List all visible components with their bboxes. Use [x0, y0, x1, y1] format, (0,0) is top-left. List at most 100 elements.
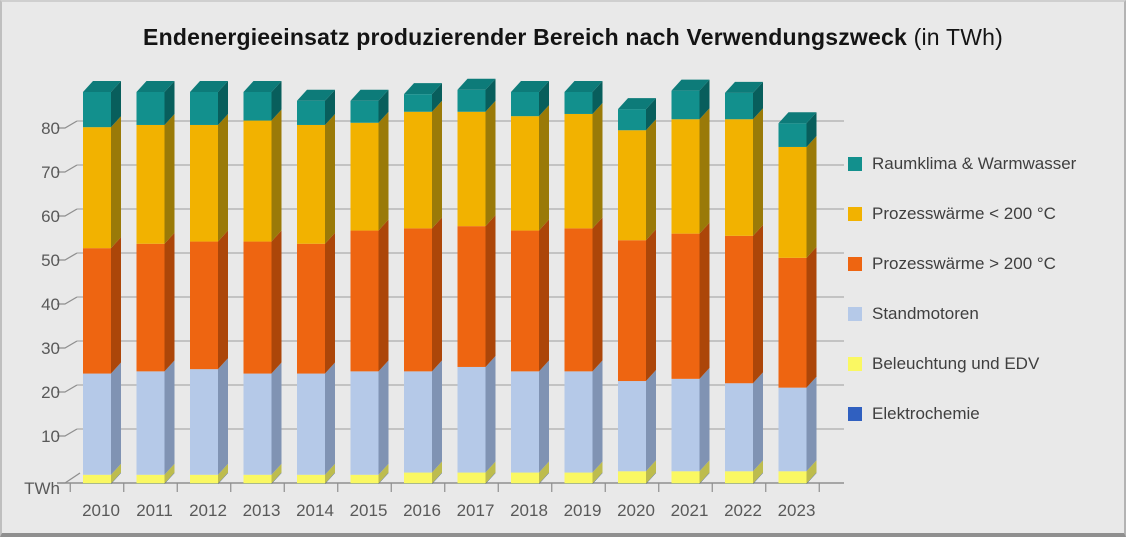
bar-segment-side — [378, 219, 389, 372]
bar-segment-side — [753, 372, 763, 472]
bar-segment-side — [539, 360, 549, 473]
bar-segment-front — [83, 373, 111, 475]
x-axis-tick-label: 2022 — [724, 501, 762, 520]
bar-segment-front — [404, 94, 432, 112]
bar-segment-side — [271, 230, 282, 374]
bar-segment-side — [111, 362, 121, 475]
bar-segment-side — [539, 105, 549, 231]
bar-segment-side — [271, 109, 282, 242]
bar-2010 — [83, 80, 121, 484]
bar-segment-front — [778, 471, 807, 484]
bar-2019 — [564, 80, 603, 484]
y-axis-tick — [57, 384, 78, 393]
legend-label: Beleuchtung und EDV — [872, 354, 1040, 373]
bar-segment-front — [136, 243, 165, 372]
chart-title-main: Endenergieeinsatz produzierender Bereich… — [143, 24, 908, 50]
bar-segment-front — [136, 91, 165, 125]
bar-segment-side — [378, 360, 389, 475]
bar-segment-side — [164, 472, 175, 484]
bar-segment-front — [83, 474, 111, 484]
legend-color-swatch — [848, 357, 862, 371]
bar-segment-side — [111, 472, 121, 484]
bar-segment-side — [325, 232, 335, 374]
bar-segment-side — [806, 460, 817, 484]
bar-segment-side — [111, 237, 121, 374]
bar-top-face — [297, 89, 335, 101]
bar-segment-side — [592, 472, 603, 484]
bar-segment-side — [539, 219, 549, 372]
legend-color-swatch — [848, 157, 862, 171]
bar-segment-side — [699, 79, 710, 120]
bar-2013 — [243, 80, 282, 484]
bar-segment-front — [404, 228, 432, 372]
legend-item: Standmotoren — [848, 289, 1076, 339]
y-axis-tick — [57, 428, 78, 437]
bar-segment-side — [111, 80, 121, 128]
y-axis-tick-label: 70 — [41, 163, 60, 182]
bar-segment-side — [432, 83, 442, 112]
bar-segment-side — [592, 360, 603, 473]
bar-segment-side — [592, 461, 603, 484]
legend-label: Standmotoren — [872, 304, 979, 323]
bar-segment-side — [111, 463, 121, 484]
bar-segment-side — [325, 113, 335, 244]
bar-segment-front — [778, 257, 807, 388]
bar-segment-front — [725, 235, 753, 384]
legend-item: Beleuchtung und EDV — [848, 339, 1076, 389]
y-axis-tick-label: 40 — [41, 295, 60, 314]
x-axis-tick-label: 2010 — [82, 501, 120, 520]
bar-segment-side — [432, 217, 442, 372]
bar-segment-side — [164, 232, 175, 372]
bar-segment-side — [699, 222, 710, 379]
bar-segment-side — [806, 376, 817, 472]
bar-segment-side — [432, 472, 442, 484]
bar-segment-side — [485, 100, 496, 227]
bar-segment-side — [753, 224, 763, 384]
bar-segment-side — [806, 472, 817, 484]
bar-segment-front — [243, 474, 272, 484]
bar-segment-front — [404, 111, 432, 229]
bar-segment-side — [218, 113, 228, 242]
bar-segment-side — [271, 463, 282, 484]
legend-color-swatch — [848, 407, 862, 421]
bar-segment-side — [378, 463, 389, 484]
bar-segment-front — [671, 119, 700, 234]
bar-segment-front — [190, 91, 218, 125]
bar-top-face — [83, 80, 121, 92]
bar-segment-front — [243, 373, 272, 475]
bar-top-face — [136, 80, 175, 92]
bar-2017 — [457, 78, 496, 484]
bar-segment-side — [539, 472, 549, 484]
bar-segment-front — [671, 378, 700, 472]
bar-2016 — [404, 83, 442, 484]
x-axis-tick-label: 2018 — [510, 501, 548, 520]
bar-segment-front — [190, 241, 218, 370]
bar-2014 — [297, 89, 335, 484]
bar-segment-front — [457, 366, 486, 473]
bar-2023 — [778, 112, 817, 484]
bar-segment-front — [778, 123, 807, 147]
bar-segment-front — [457, 472, 486, 484]
y-axis-tick-label: 10 — [41, 427, 60, 446]
bar-segment-front — [511, 116, 539, 231]
bar-segment-side — [325, 362, 335, 475]
x-axis-tick-label: 2015 — [350, 501, 388, 520]
chart-legend: Raumklima & Warmwasser Prozesswärme < 200… — [848, 139, 1076, 439]
bar-segment-front — [136, 371, 165, 475]
bar-segment-front — [618, 240, 646, 382]
bar-2020 — [618, 98, 656, 484]
bar-segment-side — [164, 360, 175, 475]
bar-segment-side — [699, 472, 710, 484]
bar-segment-front — [564, 91, 593, 114]
bar-segment-side — [806, 246, 817, 388]
bar-segment-front — [350, 371, 379, 475]
bar-segment-side — [325, 463, 335, 484]
x-axis-tick-label: 2014 — [296, 501, 334, 520]
bar-top-face — [457, 78, 496, 90]
bar-segment-front — [457, 111, 486, 227]
x-axis: TWh — [24, 472, 844, 498]
bar-top-face — [618, 98, 656, 110]
bar-segment-side — [218, 358, 228, 475]
bar-segment-side — [164, 80, 175, 125]
